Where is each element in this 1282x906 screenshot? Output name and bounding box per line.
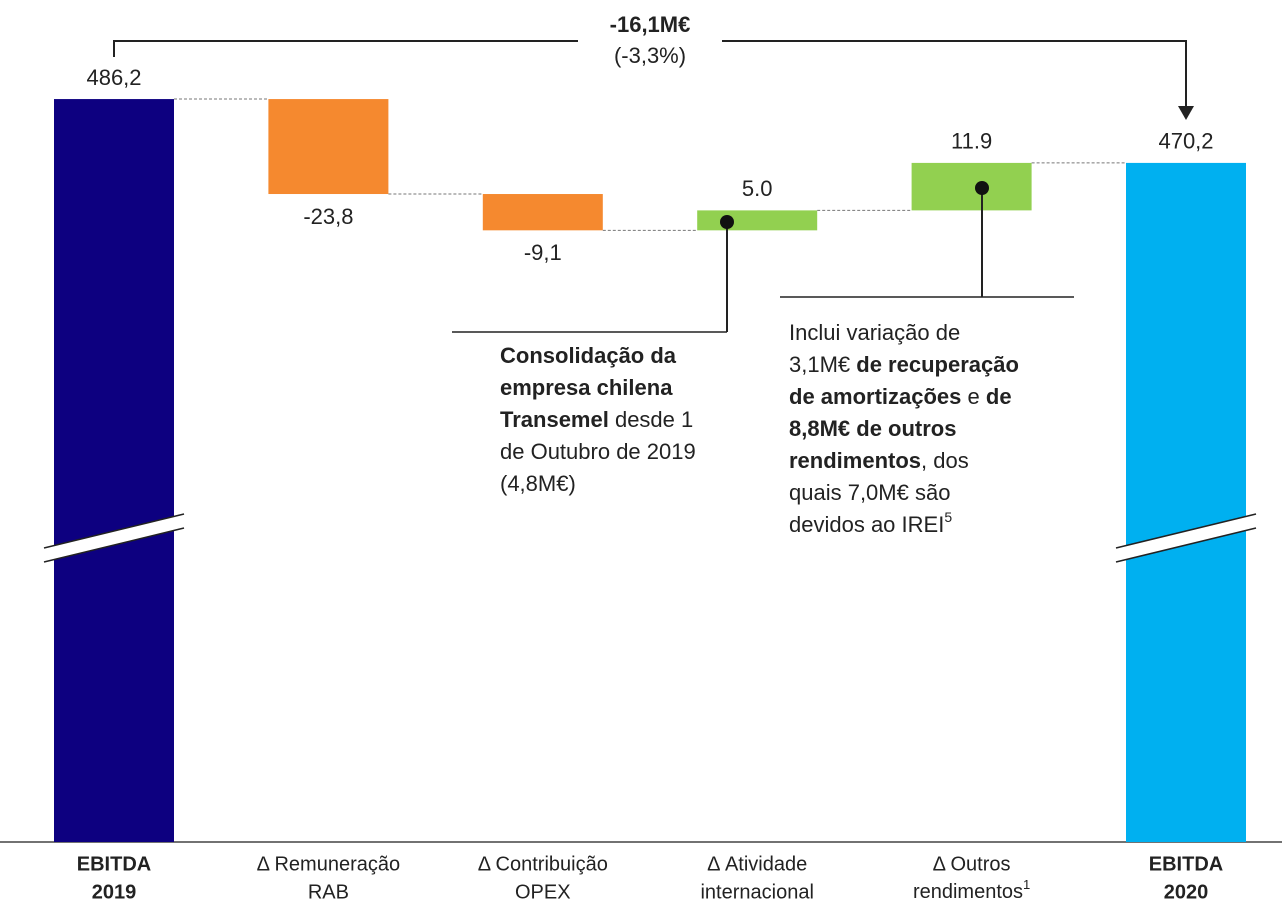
- value-label: 486,2: [86, 65, 141, 90]
- value-label: -9,1: [524, 240, 562, 265]
- annotation-line: de Outubro de 2019: [500, 439, 696, 464]
- value-label: 11.9: [951, 129, 992, 154]
- axis-break-line: [1115, 527, 1257, 563]
- x-tick-label: Δ Remuneração: [257, 853, 400, 875]
- value-label: 470,2: [1158, 129, 1213, 154]
- callout-dot: [720, 215, 734, 229]
- footnote-mark: 1: [1023, 877, 1030, 892]
- arrow-head: [1178, 106, 1194, 120]
- annotation-line: Transemel desde 1: [500, 407, 693, 432]
- annotation-line: Consolidação da: [500, 343, 677, 368]
- annotation-run: rendimentos: [789, 448, 921, 473]
- annotation-run: 5: [944, 509, 952, 525]
- chart-subtitle: (-3,3%): [614, 43, 686, 68]
- annotation-run: de recuperação: [856, 352, 1019, 377]
- x-tick-label: RAB: [308, 881, 349, 903]
- annotation-line: (4,8M€): [500, 471, 576, 496]
- bar: [911, 162, 1032, 211]
- annotation-run: , dos: [921, 448, 969, 473]
- value-label: 5.0: [742, 176, 773, 201]
- annotation-run: de Outubro de 2019: [500, 439, 696, 464]
- chart-title: -16,1M€: [610, 12, 691, 37]
- x-tick-label: Δ Contribuição: [478, 853, 608, 875]
- bar: [54, 99, 174, 842]
- annotation-line: Inclui variação de: [789, 320, 960, 345]
- annotation-line: de amortizações e de: [789, 384, 1012, 409]
- x-tick-label: Δ Atividade: [707, 853, 807, 875]
- annotation-run: de amortizações: [789, 384, 961, 409]
- callout-dot: [975, 181, 989, 195]
- x-tick-label: 2019: [92, 881, 137, 903]
- x-tick-label: Δ Outros: [933, 853, 1011, 875]
- annotation-run: empresa chilena: [500, 375, 673, 400]
- bar: [482, 194, 603, 231]
- annotation-run: e: [961, 384, 985, 409]
- axis-break: [44, 514, 184, 562]
- annotation-run: 8,8M€ de outros: [789, 416, 956, 441]
- x-tick-label: internacional: [700, 881, 813, 903]
- x-tick-label: EBITDA: [1149, 853, 1223, 875]
- annotation-run: 3,1M€: [789, 352, 856, 377]
- bar: [268, 99, 389, 195]
- annotation-line: 3,1M€ de recuperação: [789, 352, 1019, 377]
- annotation-run: Transemel: [500, 407, 609, 432]
- annotation-line: rendimentos, dos: [789, 448, 969, 473]
- x-tick-label: rendimentos1: [913, 877, 1030, 903]
- x-tick-label-part: rendimentos: [913, 881, 1023, 903]
- bracket: [113, 40, 1187, 106]
- axis-break-line: [1115, 513, 1257, 549]
- axis-break-line: [43, 513, 185, 549]
- axis-break: [1116, 514, 1256, 562]
- x-tick-label: EBITDA: [77, 853, 151, 875]
- value-label: -23,8: [303, 204, 353, 229]
- x-tick-label: 2020: [1164, 881, 1209, 903]
- annotation-line: quais 7,0M€ são: [789, 480, 950, 505]
- annotation-run: Inclui variação de: [789, 320, 960, 345]
- annotation-run: devidos ao IREI: [789, 512, 944, 537]
- annotation-run: Consolidação da: [500, 343, 677, 368]
- annotation-run: quais 7,0M€ são: [789, 480, 950, 505]
- annotation-run: de: [986, 384, 1012, 409]
- x-tick-label: OPEX: [515, 881, 571, 903]
- annotation-line: empresa chilena: [500, 375, 673, 400]
- annotation-run: desde 1: [609, 407, 693, 432]
- annotation-line: 8,8M€ de outros: [789, 416, 956, 441]
- bar: [697, 210, 818, 231]
- annotation-line: devidos ao IREI5: [789, 509, 952, 537]
- bar: [1126, 162, 1246, 843]
- annotation-run: (4,8M€): [500, 471, 576, 496]
- axis-break-line: [43, 527, 185, 563]
